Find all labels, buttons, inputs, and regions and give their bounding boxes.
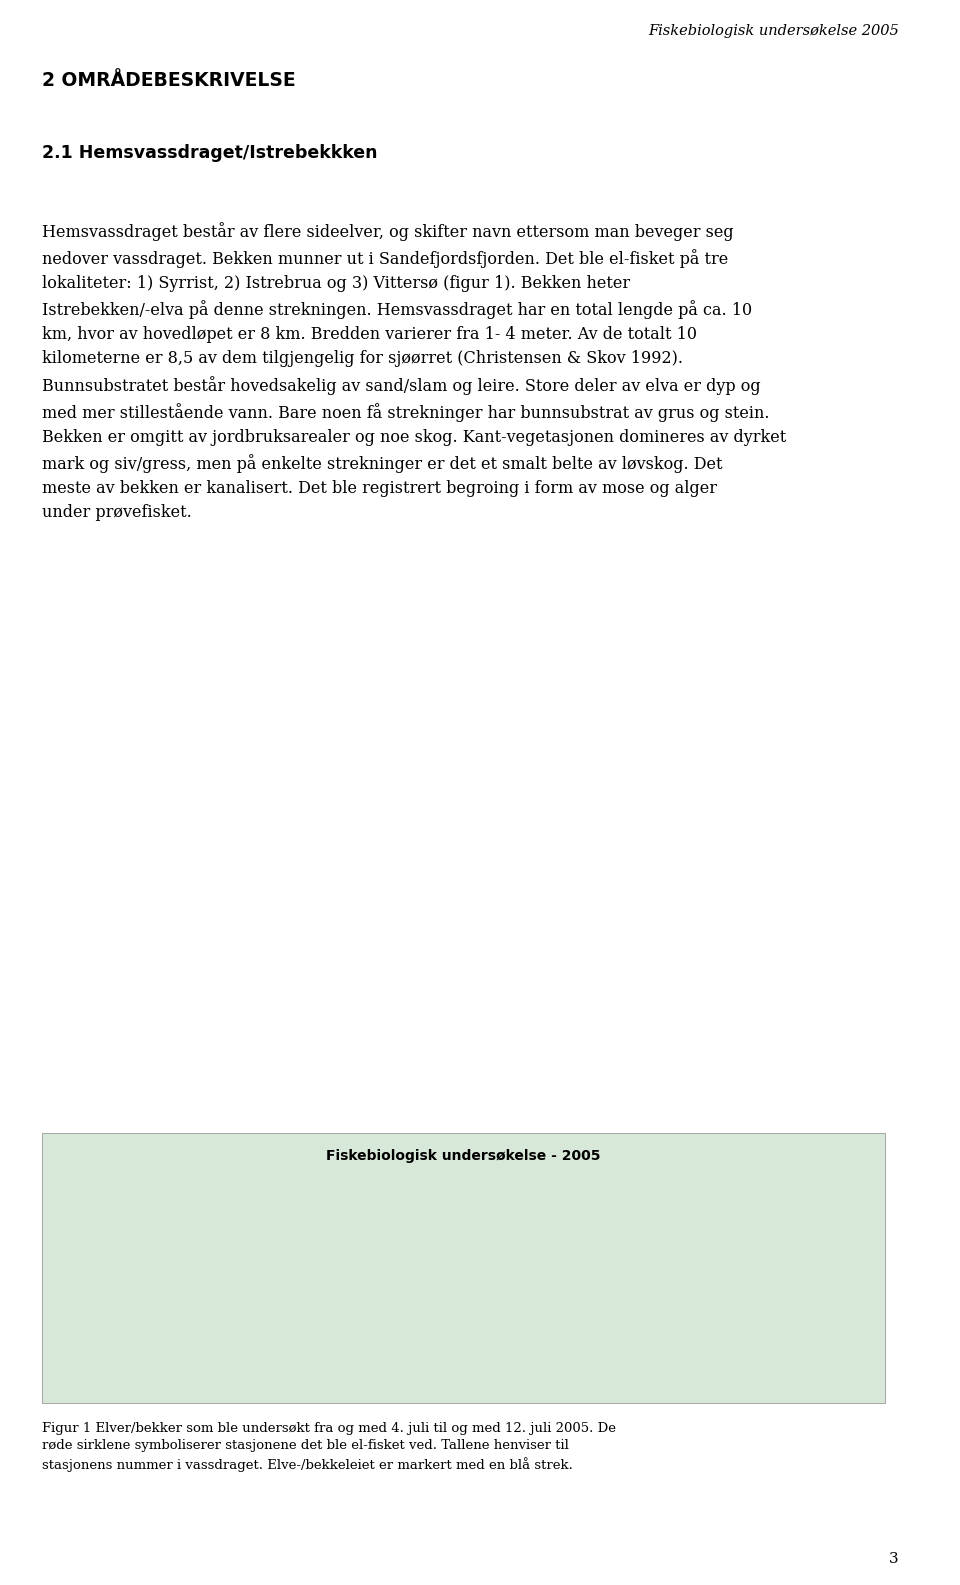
FancyBboxPatch shape: [41, 1133, 884, 1403]
Text: Fiskebiologisk undersøkelse - 2005: Fiskebiologisk undersøkelse - 2005: [325, 1149, 600, 1163]
Text: Fiskebiologisk undersøkelse 2005: Fiskebiologisk undersøkelse 2005: [648, 24, 899, 38]
Text: 2 OMRÅDEBESKRIVELSE: 2 OMRÅDEBESKRIVELSE: [41, 71, 296, 90]
Text: 2.1 Hemsvassdraget/Istrebekkken: 2.1 Hemsvassdraget/Istrebekkken: [41, 144, 377, 162]
Text: Hemsvassdraget består av flere sideelver, og skifter navn ettersom man beveger s: Hemsvassdraget består av flere sideelver…: [41, 222, 786, 521]
Text: 3: 3: [889, 1552, 899, 1566]
Text: Figur 1 Elver/bekker som ble undersøkt fra og med 4. juli til og med 12. juli 20: Figur 1 Elver/bekker som ble undersøkt f…: [41, 1422, 615, 1472]
